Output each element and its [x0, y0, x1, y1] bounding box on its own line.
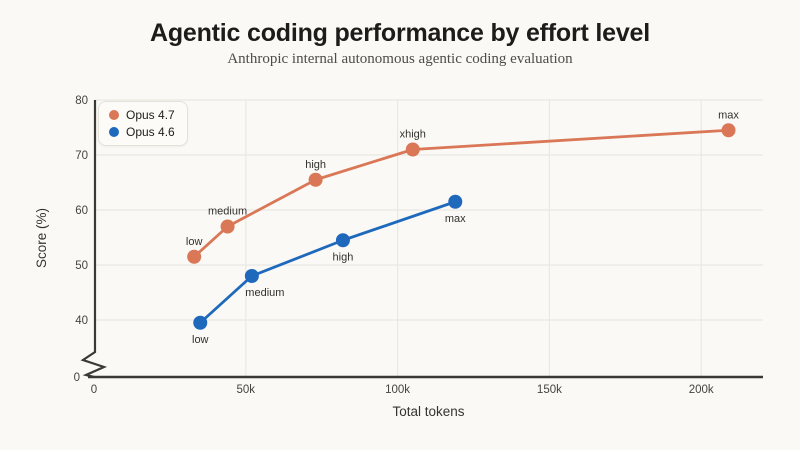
legend: Opus 4.7 Opus 4.6	[98, 101, 188, 146]
legend-label: Opus 4.7	[126, 108, 175, 122]
y-tick-label: 80	[75, 95, 88, 107]
x-tick-label: 50k	[237, 384, 256, 396]
legend-item-opus-4-7: Opus 4.7	[109, 108, 175, 122]
legend-item-opus-4-6: Opus 4.6	[109, 125, 175, 139]
data-point-opus-4-6-max	[448, 194, 463, 209]
point-label-opus-4-6-high: high	[333, 251, 354, 263]
x-tick-label: 150k	[537, 384, 562, 396]
data-point-opus-4-7-xhigh	[405, 142, 420, 157]
y-axis-spine-with-break	[80, 100, 108, 379]
y-tick-label: 60	[75, 205, 88, 217]
point-label-opus-4-6-max: max	[445, 213, 466, 225]
point-label-opus-4-7-max: max	[718, 109, 739, 121]
x-tick-label: 200k	[689, 384, 714, 396]
point-label-opus-4-7-high: high	[305, 159, 326, 171]
data-point-opus-4-6-high	[335, 233, 350, 248]
data-point-opus-4-7-low	[187, 249, 202, 264]
chart-subtitle: Anthropic internal autonomous agentic co…	[227, 51, 573, 67]
y-tick-label: 50	[75, 260, 88, 272]
data-point-opus-4-6-low	[193, 315, 208, 330]
data-point-opus-4-7-high	[308, 172, 323, 187]
point-label-opus-4-7-medium: medium	[208, 206, 247, 218]
y-axis-title: Score (%)	[34, 208, 49, 268]
data-point-opus-4-6-medium	[244, 269, 259, 283]
point-label-opus-4-7-xhigh: xhigh	[400, 129, 426, 141]
point-label-opus-4-6-low: low	[192, 334, 209, 346]
chart-title: Agentic coding performance by effort lev…	[149, 19, 651, 47]
x-tick-label: 0	[91, 384, 97, 396]
x-tick-label: 100k	[385, 384, 410, 396]
series-line-opus-4-6	[198, 200, 457, 325]
y-tick-label: 0	[74, 372, 80, 384]
x-axis-title: Total tokens	[392, 404, 464, 419]
data-point-opus-4-7-medium	[220, 219, 235, 234]
legend-swatch-icon	[109, 110, 119, 120]
point-label-opus-4-7-low: low	[186, 236, 203, 248]
y-tick-label: 40	[75, 315, 88, 327]
data-point-opus-4-7-max	[721, 123, 736, 138]
legend-swatch-icon	[109, 127, 119, 137]
legend-label: Opus 4.6	[126, 125, 175, 139]
y-tick-label: 70	[75, 150, 88, 162]
series-line-opus-4-7	[192, 128, 730, 259]
point-label-opus-4-6-medium: medium	[245, 287, 284, 299]
